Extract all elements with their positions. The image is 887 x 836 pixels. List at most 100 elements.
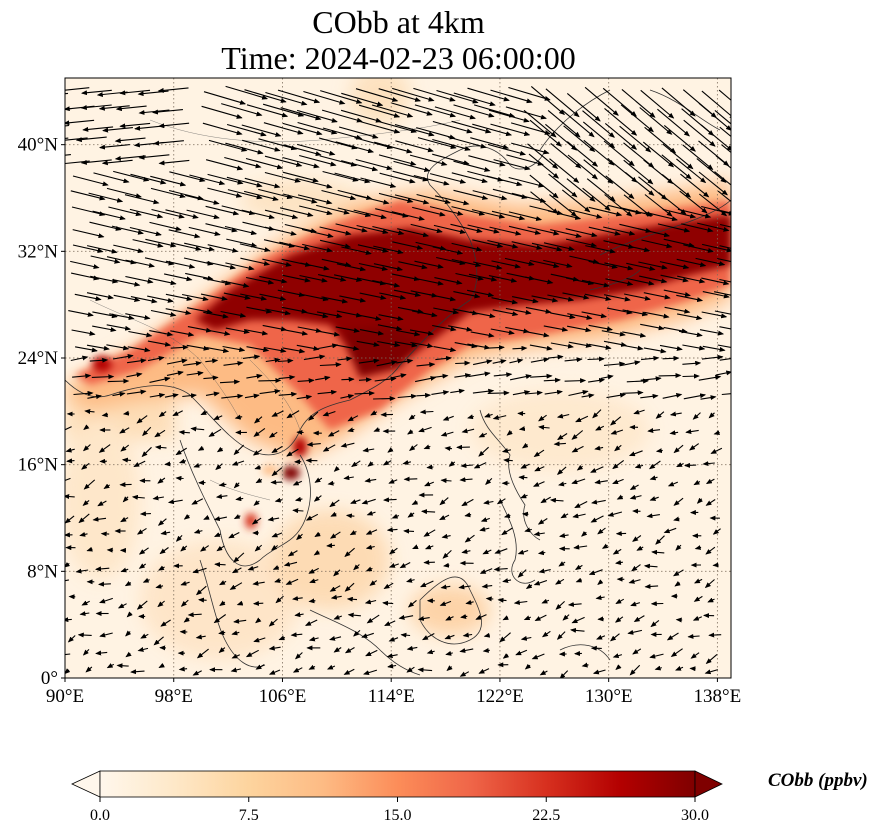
wind-vector: [531, 295, 559, 303]
wind-vector: [235, 496, 244, 502]
wind-vector: [373, 263, 404, 272]
wind-vector: [373, 427, 380, 432]
wind-vector: [327, 480, 335, 486]
wind-vector: [169, 171, 206, 183]
wind-vector: [468, 371, 491, 378]
wind-vector: [373, 245, 404, 255]
wind-vector: [604, 194, 633, 217]
wind-vector: [271, 532, 283, 538]
wind-vector: [178, 666, 188, 672]
wind-vector: [277, 289, 305, 298]
wind-vector: [713, 291, 731, 296]
wind-vector: [372, 225, 405, 236]
wind-vector: [659, 344, 683, 351]
wind-vector: [149, 330, 174, 337]
wind-vector: [640, 393, 659, 399]
wind-vector: [319, 362, 342, 368]
wind-vector: [369, 580, 378, 586]
wind-vector: [448, 461, 456, 467]
wind-vector: [77, 632, 92, 638]
wind-vector: [264, 171, 301, 183]
wind-vector: [283, 329, 309, 336]
wind-vector: [585, 245, 616, 254]
wind-vector: [524, 527, 532, 533]
wind-vector: [336, 263, 367, 272]
wind-vector: [391, 102, 433, 116]
wind-vector: [245, 649, 259, 658]
wind-vector: [353, 629, 361, 637]
wind-vector: [357, 277, 387, 286]
wind-vector: [588, 324, 613, 332]
wind-vector: [461, 548, 471, 554]
wind-vector: [333, 569, 341, 577]
wind-vector: [663, 289, 691, 297]
wind-vector: [263, 346, 287, 353]
wind-vector: [685, 429, 699, 435]
wind-vector: [568, 209, 603, 219]
wind-vector: [719, 245, 731, 249]
wind-vector: [198, 597, 207, 603]
wind-vector: [116, 663, 129, 669]
wind-vector: [508, 176, 545, 188]
wind-vector: [341, 376, 355, 382]
wind-vector: [168, 189, 204, 201]
wind-vector: [183, 514, 191, 520]
wind-vector: [512, 345, 528, 351]
wind-vector: [82, 499, 90, 506]
wind-vector: [319, 226, 352, 236]
wind-vector: [107, 378, 130, 384]
wind-vector: [344, 582, 355, 592]
wind-vector: [372, 279, 401, 288]
wind-vector: [296, 394, 313, 400]
wind-vector: [627, 629, 643, 635]
wind-vector: [458, 584, 471, 590]
wind-vector: [397, 393, 418, 399]
wind-vector: [453, 92, 496, 107]
wind-vector: [701, 243, 731, 253]
wind-vector: [485, 478, 493, 485]
wind-vector: [644, 211, 678, 222]
wind-vector: [571, 478, 586, 485]
x-tick-label: 106°E: [259, 686, 307, 707]
wind-vector: [79, 531, 88, 537]
wind-vector: [70, 260, 100, 269]
wind-vector: [71, 206, 106, 217]
wind-vector: [126, 611, 133, 618]
wind-vector: [282, 193, 318, 204]
wind-vector: [207, 173, 244, 185]
wind-vector: [339, 295, 367, 303]
wind-vector: [226, 123, 267, 137]
wind-vector: [127, 358, 147, 364]
colorbar: 0.0 7.5 15.0 22.5 30.0: [71, 770, 723, 824]
wind-vector: [433, 346, 457, 353]
wind-vector: [221, 103, 263, 117]
wind-vector: [274, 578, 281, 583]
wind-vector: [410, 341, 434, 349]
wind-vector: [705, 499, 716, 506]
wind-vector: [279, 207, 314, 217]
wind-vector: [601, 330, 626, 337]
wind-vector: [268, 645, 281, 651]
wind-vector: [281, 306, 308, 314]
wind-vector: [655, 448, 663, 454]
wind-vector: [113, 294, 141, 303]
wind-vector: [130, 296, 158, 304]
wind-vector: [225, 85, 269, 100]
wind-vector: [408, 414, 416, 420]
wind-vector: [718, 89, 731, 101]
wind-vector: [676, 313, 703, 321]
wind-vector: [136, 527, 147, 535]
wind-vector: [367, 461, 374, 467]
wind-vector: [282, 347, 306, 354]
wind-vector: [241, 124, 282, 137]
wind-vector: [271, 445, 283, 454]
wind-vector: [131, 494, 145, 500]
wind-vector: [371, 104, 414, 118]
wind-vector: [383, 497, 397, 503]
wind-vector: [479, 568, 493, 574]
wind-vector: [453, 189, 489, 200]
wind-vector: [243, 329, 269, 336]
wind-vector: [657, 223, 691, 233]
wind-vector: [243, 190, 279, 202]
wind-vector: [639, 275, 668, 284]
